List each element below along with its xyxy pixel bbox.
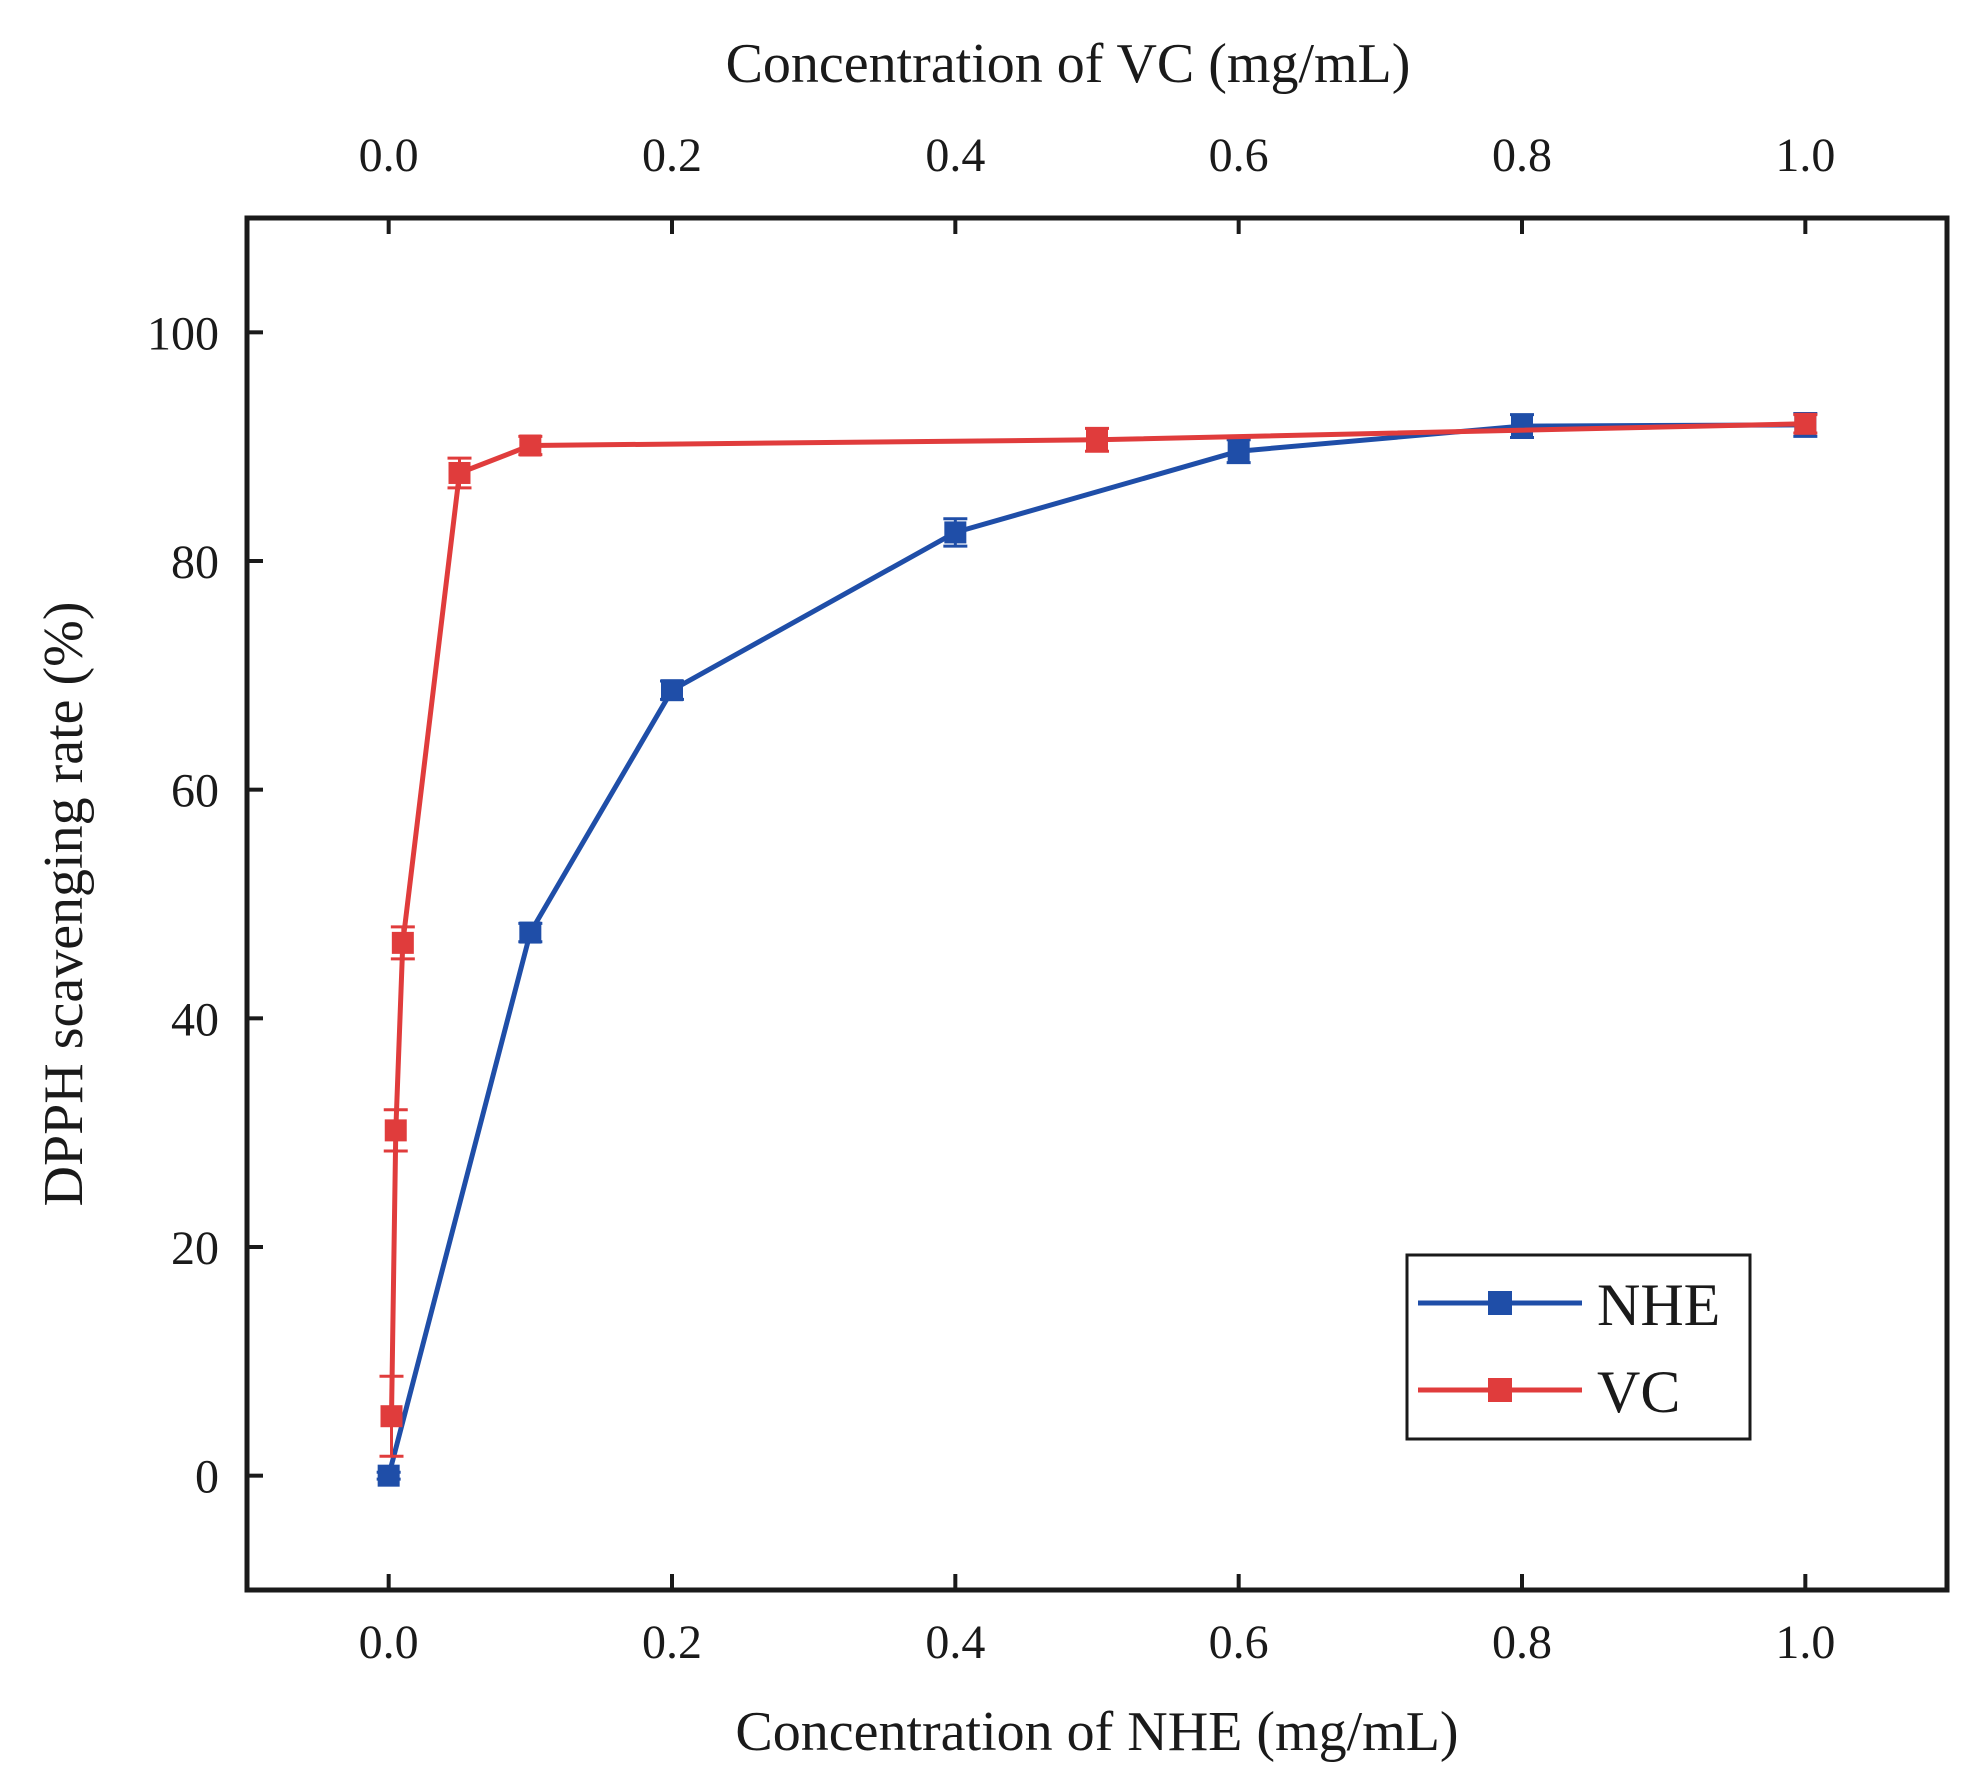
point-vc-1 xyxy=(384,1119,407,1142)
point-vc-5 xyxy=(1086,428,1108,451)
x-tick-label-bottom-4: 0.8 xyxy=(1492,1616,1552,1669)
x-tick-label-top-2: 0.4 xyxy=(925,129,985,182)
point-nhe-3 xyxy=(944,521,967,544)
point-nhe-5 xyxy=(1511,415,1533,438)
x-tick-label-bottom-5: 1.0 xyxy=(1775,1616,1835,1669)
legend-label-vc: VC xyxy=(1597,1359,1680,1425)
point-nhe-1 xyxy=(519,921,542,944)
x-tick-label-top-4: 0.8 xyxy=(1492,129,1552,182)
x-axis-title-top: Concentration of VC (mg/mL) xyxy=(726,33,1411,95)
y-tick-label-5: 100 xyxy=(147,307,219,360)
legend-marker-vc xyxy=(1488,1378,1512,1402)
x-tick-label-top-1: 0.2 xyxy=(642,129,702,182)
x-tick-label-bottom-2: 0.4 xyxy=(925,1616,985,1669)
legend-label-nhe: NHE xyxy=(1597,1272,1720,1338)
series-vc xyxy=(379,412,1818,1458)
point-vc-2 xyxy=(391,931,414,954)
y-axis-title: DPPH scavenging rate (%) xyxy=(33,602,95,1207)
y-tick-label-1: 20 xyxy=(171,1222,219,1275)
plot-frame xyxy=(244,215,1950,1593)
ticks xyxy=(247,218,1808,1590)
y-tick-label-0: 0 xyxy=(195,1451,219,1504)
x-tick-label-top-5: 1.0 xyxy=(1775,129,1835,182)
point-nhe-0 xyxy=(377,1464,400,1487)
point-vc-4 xyxy=(519,434,542,457)
tick-labels: 0.0 0.0 0.2 0.2 0.4 0.4 0.6 0.6 0.8 0.8 1.0 1.0 0 20 4… xyxy=(147,129,1835,1669)
x-tick-label-bottom-1: 0.2 xyxy=(642,1616,702,1669)
legend: NHE VC xyxy=(1405,1253,1752,1441)
y-tick-label-4: 80 xyxy=(171,536,219,589)
x-axis-title-bottom: Concentration of NHE (mg/mL) xyxy=(735,1701,1458,1763)
point-nhe-2 xyxy=(661,679,683,702)
x-tick-label-bottom-0: 0.0 xyxy=(359,1616,419,1669)
point-vc-0 xyxy=(380,1405,403,1428)
y-tick-label-2: 40 xyxy=(171,993,219,1046)
legend-box xyxy=(1405,1253,1752,1441)
series-layer xyxy=(376,412,1818,1487)
x-tick-label-bottom-3: 0.6 xyxy=(1209,1616,1269,1669)
point-nhe-4 xyxy=(1227,440,1250,463)
x-tick-label-top-0: 0.0 xyxy=(359,129,419,182)
x-tick-label-top-3: 0.6 xyxy=(1209,129,1269,182)
legend-marker-nhe xyxy=(1488,1291,1512,1315)
point-vc-6 xyxy=(1794,412,1817,435)
point-vc-3 xyxy=(448,461,471,484)
y-tick-label-3: 60 xyxy=(171,765,219,818)
